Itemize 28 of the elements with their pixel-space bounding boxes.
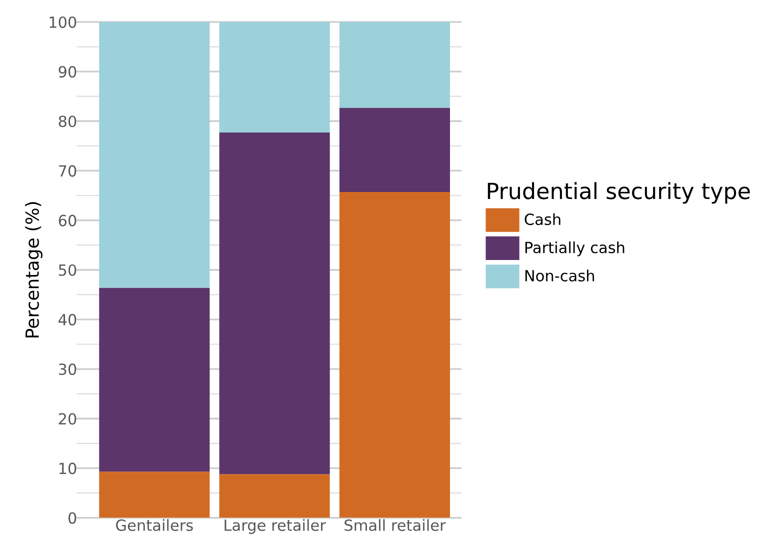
bar	[339, 22, 450, 108]
bar	[99, 472, 210, 518]
bar	[219, 22, 330, 133]
y-tick-label: 40	[58, 314, 76, 326]
legend-title: Prudential security type	[488, 182, 750, 204]
y-tick-label: 20	[58, 413, 76, 425]
y-tick-label: 0	[68, 512, 76, 524]
bar	[219, 474, 330, 518]
legend-label: Partially cash	[525, 241, 624, 256]
y-tick-label: 10	[59, 462, 76, 474]
y-tick-label: 60	[58, 214, 76, 226]
y-tick-label: 50	[58, 264, 76, 276]
bar	[99, 22, 210, 288]
bar	[99, 288, 210, 472]
y-tick-label: 30	[58, 364, 76, 376]
y-tick-label: 70	[59, 165, 76, 177]
x-tick-label: Small retailer	[344, 519, 446, 531]
x-tick-label: Gentailers	[116, 519, 193, 531]
y-tick-label: 90	[58, 66, 76, 78]
y-tick-label: 80	[58, 116, 76, 128]
bar	[219, 132, 330, 474]
legend-label: Cash	[524, 213, 560, 226]
x-tick-label: Large retailer	[224, 519, 326, 534]
y-axis-title: Percentage (%)	[25, 202, 42, 338]
bar	[339, 108, 450, 192]
legend-label: Non-cash	[525, 270, 594, 282]
y-tick-label: 100	[50, 16, 76, 28]
bar	[339, 192, 450, 518]
